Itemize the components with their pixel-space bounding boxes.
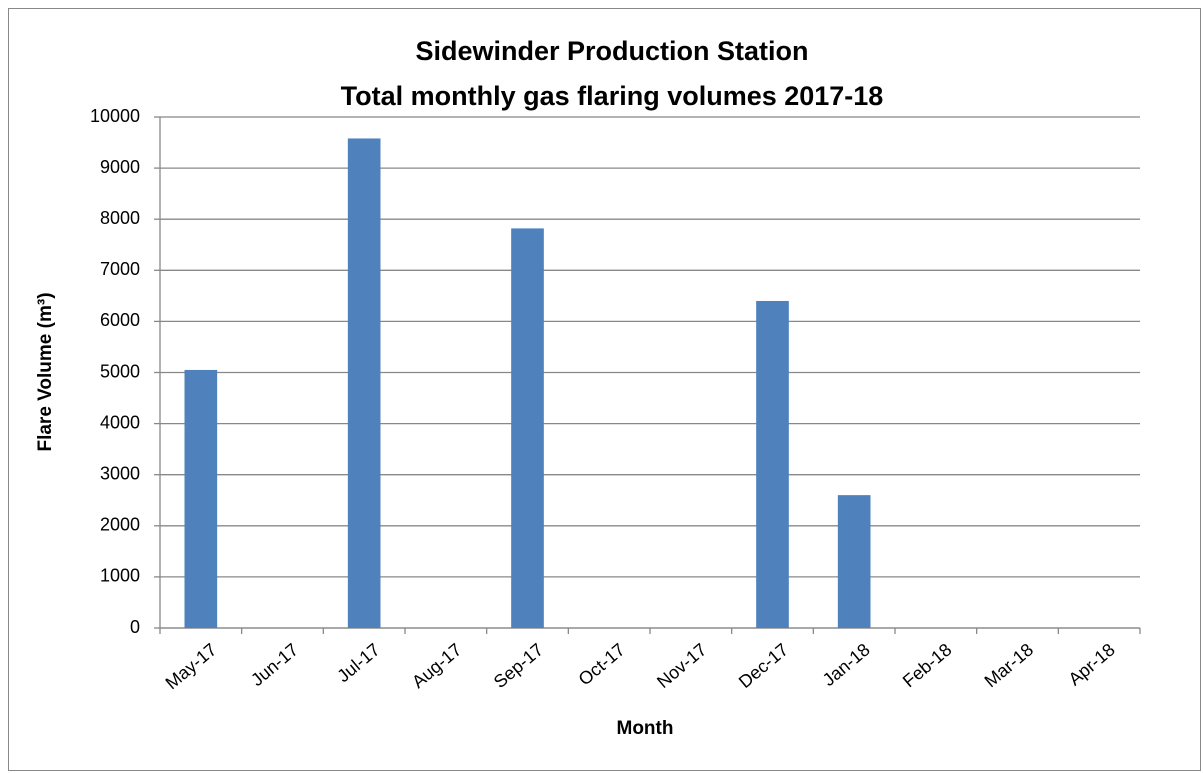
- x-axis-title: Month: [617, 718, 674, 739]
- chart-title: Sidewinder Production Station: [415, 36, 808, 66]
- y-tick-label: 6000: [100, 310, 140, 330]
- y-tick-label: 3000: [100, 463, 140, 483]
- bar: [511, 228, 544, 628]
- y-tick-label: 4000: [100, 412, 140, 432]
- y-tick-label: 1000: [100, 566, 140, 586]
- y-tick-label: 7000: [100, 259, 140, 279]
- y-tick-label: 5000: [100, 361, 140, 381]
- y-tick-label: 0: [130, 617, 140, 637]
- y-tick-label: 2000: [100, 515, 140, 535]
- bar: [756, 300, 789, 628]
- y-axis-title: Flare Volume (m³): [35, 292, 56, 451]
- bar: [347, 138, 381, 628]
- y-tick-label: 9000: [100, 157, 140, 177]
- bar: [837, 495, 871, 628]
- y-tick-label: 10000: [90, 106, 140, 126]
- bar: [184, 369, 218, 628]
- chart-title: Total monthly gas flaring volumes 2017-1…: [341, 81, 884, 111]
- y-tick-label: 8000: [100, 208, 140, 228]
